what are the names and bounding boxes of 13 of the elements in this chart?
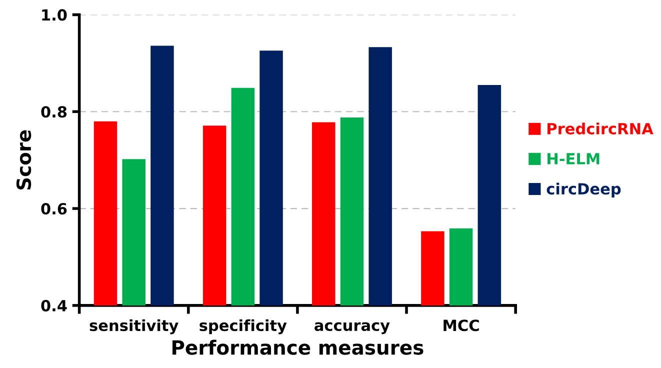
- x-tick-label: sensitivity: [90, 319, 178, 334]
- y-axis-title: Score: [16, 130, 32, 190]
- x-tick-label: MCC: [444, 320, 479, 332]
- y-tick-label: 1.0: [42, 9, 67, 21]
- y-tick-label: 0.8: [41, 106, 67, 118]
- legend-label: PredcircRNA: [548, 122, 654, 134]
- y-tick-label: 0.6: [41, 203, 67, 215]
- y-tick-label: 0.4: [41, 300, 67, 312]
- x-tick-label: accuracy: [314, 322, 390, 334]
- x-tick-label: specificity: [200, 319, 287, 334]
- x-axis-title: Performance measures: [172, 340, 424, 355]
- legend-label: circDeep: [546, 182, 621, 198]
- legend-label: H-ELM: [548, 153, 600, 164]
